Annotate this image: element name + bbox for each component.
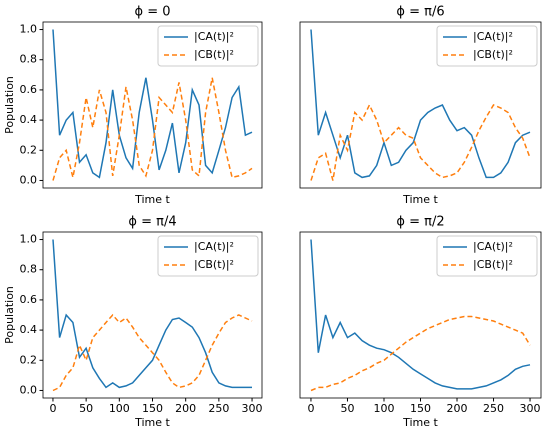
- chart-title: ϕ = π/6: [396, 5, 444, 20]
- y-tick-label: 0.2: [20, 353, 38, 366]
- legend-box: [436, 235, 538, 277]
- x-axis-label: Time t: [134, 193, 170, 206]
- x-tick-label: 50: [79, 402, 93, 415]
- y-tick-label: 0.6: [20, 83, 38, 96]
- plot-area: [299, 21, 542, 189]
- series-line: [52, 29, 253, 179]
- series-line: [310, 103, 531, 181]
- legend-label: |CB(t)|²: [473, 48, 513, 61]
- y-tick-label: 0.8: [20, 263, 38, 276]
- legend-label: |CB(t)|²: [473, 258, 513, 271]
- y-tick-label: 1.0: [20, 233, 38, 246]
- x-tick-label: 100: [109, 402, 130, 415]
- legend-box: [436, 25, 538, 67]
- legend-label: |CA(t)|²: [473, 240, 513, 253]
- x-tick-label: 50: [340, 402, 354, 415]
- x-axis-label: Time t: [134, 416, 170, 428]
- legend-label: |CA(t)|²: [194, 240, 234, 253]
- series-line: [52, 239, 252, 389]
- plot-area: [42, 21, 263, 189]
- x-tick-label: 200: [175, 402, 196, 415]
- legend-label: |CA(t)|²: [194, 30, 234, 43]
- x-tick-label: 0: [49, 402, 56, 415]
- y-tick-label: 0.0: [20, 173, 38, 186]
- x-tick-label: 300: [242, 402, 263, 415]
- y-tick-label: 0.4: [20, 323, 38, 336]
- x-tick-label: 250: [483, 402, 504, 415]
- y-tick-label: 0.8: [20, 53, 38, 66]
- y-axis-label: Population: [3, 286, 16, 344]
- chart-title: ϕ = π/4: [128, 215, 176, 230]
- legend-box: [157, 235, 259, 277]
- y-tick-label: 1.0: [20, 23, 38, 36]
- y-axis-label: Population: [3, 76, 16, 134]
- legend-label: |CB(t)|²: [194, 258, 234, 271]
- chart-title: ϕ = 0: [134, 5, 170, 20]
- x-tick-label: 250: [208, 402, 229, 415]
- legend-label: |CB(t)|²: [194, 48, 234, 61]
- x-axis-label: Time t: [402, 193, 438, 206]
- y-tick-label: 0.4: [20, 113, 38, 126]
- series-line: [310, 29, 531, 179]
- chart-title: ϕ = π/2: [396, 215, 444, 230]
- series-line: [310, 239, 531, 390]
- x-tick-label: 150: [142, 402, 163, 415]
- x-tick-label: 200: [447, 402, 468, 415]
- x-tick-label: 100: [373, 402, 394, 415]
- series-line: [310, 315, 531, 392]
- y-tick-label: 0.6: [20, 293, 38, 306]
- y-tick-label: 0.0: [20, 383, 38, 396]
- y-tick-label: 0.2: [20, 143, 38, 156]
- x-tick-label: 0: [307, 402, 314, 415]
- series-line: [52, 313, 253, 392]
- legend-label: |CA(t)|²: [473, 30, 513, 43]
- x-tick-label: 150: [410, 402, 431, 415]
- x-axis-label: Time t: [402, 416, 438, 428]
- x-tick-label: 300: [520, 402, 541, 415]
- legend-box: [157, 25, 259, 67]
- series-line: [52, 77, 253, 181]
